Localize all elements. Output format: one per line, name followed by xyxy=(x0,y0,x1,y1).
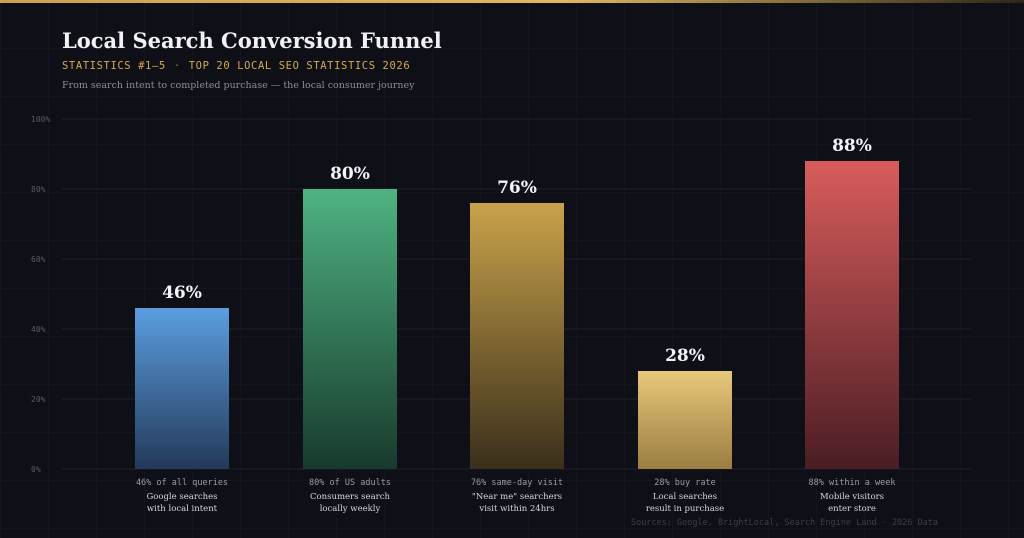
bar-value-label: 80% xyxy=(330,164,370,184)
chart-description: From search intent to completed purchase… xyxy=(62,80,415,91)
bar-value-label: 88% xyxy=(832,136,872,156)
bar xyxy=(638,371,732,469)
bars xyxy=(135,161,899,469)
y-tick-label: 60% xyxy=(31,255,46,264)
chart-subtitle: STATISTICS #1–5 · TOP 20 LOCAL SEO STATIST… xyxy=(62,60,410,72)
y-tick-label: 40% xyxy=(31,325,46,334)
y-tick-label: 80% xyxy=(31,185,46,194)
category-stat-label: 76% same-day visit xyxy=(471,478,563,488)
category-desc-line1: "Near me" searchers xyxy=(472,492,562,502)
category-stat-label: 28% buy rate xyxy=(654,478,715,488)
y-tick-label: 100% xyxy=(31,115,50,124)
chart-title: Local Search Conversion Funnel xyxy=(62,28,442,53)
category-stat-label: 46% of all queries xyxy=(136,478,228,488)
bar xyxy=(470,203,564,469)
y-tick-label: 0% xyxy=(31,465,41,474)
bar xyxy=(135,308,229,469)
bar-value-label: 28% xyxy=(665,346,705,366)
category-desc-line2: visit within 24hrs xyxy=(478,504,554,514)
category-stat-label: 88% within a week xyxy=(809,478,896,488)
y-tick-label: 20% xyxy=(31,395,46,404)
subtitle-statistics-range: STATISTICS #1–5 xyxy=(62,60,166,72)
top-accent-line xyxy=(0,0,1024,3)
category-desc-line2: result in purchase xyxy=(646,504,724,514)
category-desc-line1: Consumers search xyxy=(310,492,390,502)
y-axis-ticks: 0% 20% 40% 60% 80% 100% xyxy=(31,115,50,474)
subtitle-separator: · xyxy=(173,60,181,72)
category-desc-line1: Mobile visitors xyxy=(820,492,884,502)
category-desc-line1: Google searches xyxy=(146,492,217,502)
sources-footnote: Sources: Google, BrightLocal, Search Eng… xyxy=(630,518,938,528)
category-desc-line2: enter store xyxy=(828,504,876,514)
category-desc-line2: locally weekly xyxy=(320,504,381,514)
bar xyxy=(303,189,397,469)
bar-value-label: 76% xyxy=(497,178,537,198)
category-desc-line2: with local intent xyxy=(147,504,218,514)
category-stat-label: 80% of US adults xyxy=(309,478,391,488)
bar xyxy=(805,161,899,469)
bar-labels: 46% 46% of all queries Google searches with… xyxy=(136,136,896,514)
category-desc-line1: Local searches xyxy=(653,492,717,502)
subtitle-series-name: TOP 20 LOCAL SEO STATISTICS 2026 xyxy=(188,60,411,72)
bar-value-label: 46% xyxy=(162,283,202,303)
